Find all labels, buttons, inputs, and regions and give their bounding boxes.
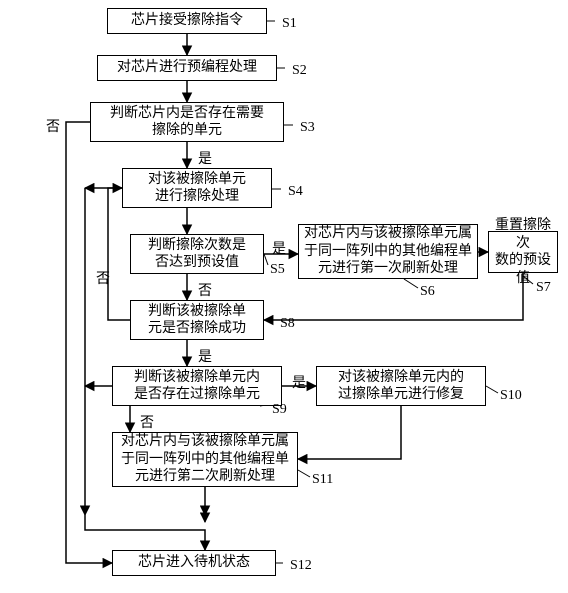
flow-node-s1: 芯片接受擦除指令 (107, 8, 267, 34)
edge-16 (85, 515, 205, 550)
node-text: 判断该被擦除单元是否擦除成功 (148, 303, 246, 338)
step-label-s3: S3 (300, 120, 315, 136)
branch-label-s8_yes: 是 (198, 346, 212, 366)
branch-label-s3_no: 否 (46, 116, 60, 136)
flow-node-s11: 对芯片内与该被擦除单元属于同一阵列中的其他编程单元进行第二次刷新处理 (112, 432, 298, 487)
flow-node-s7: 重置擦除次数的预设值 (488, 231, 558, 273)
branch-label-s8_no: 否 (96, 268, 110, 288)
flow-node-s6: 对芯片内与该被擦除单元属于同一阵列中的其他编程单元进行第一次刷新处理 (298, 224, 478, 279)
node-text: 对该被擦除单元内的过擦除单元进行修复 (338, 369, 464, 404)
node-text: 对该被擦除单元进行擦除处理 (148, 171, 246, 206)
step-label-s4: S4 (288, 184, 303, 200)
step-label-s1: S1 (282, 16, 297, 32)
node-text: 判断该被擦除单元内是否存在过擦除单元 (134, 369, 260, 404)
node-text: 判断芯片内是否存在需要擦除的单元 (110, 105, 264, 140)
branch-label-s5_yes: 是 (272, 238, 286, 258)
edge-13 (264, 273, 523, 320)
flow-node-s5: 判断擦除次数是否达到预设值 (130, 234, 264, 274)
flow-node-s3: 判断芯片内是否存在需要擦除的单元 (90, 102, 284, 142)
flow-node-s2: 对芯片进行预编程处理 (97, 55, 277, 81)
step-label-s2: S2 (292, 63, 307, 79)
node-text: 重置擦除次数的预设值 (493, 217, 553, 287)
flow-node-s8: 判断该被擦除单元是否擦除成功 (130, 300, 264, 340)
callout-4 (264, 254, 268, 265)
edge-9 (66, 122, 112, 563)
branch-label-s5_no: 否 (198, 280, 212, 300)
callout-5 (404, 279, 418, 288)
flow-node-s9: 判断该被擦除单元内是否存在过擦除单元 (112, 366, 282, 406)
step-label-s7: S7 (536, 280, 551, 296)
node-text: 判断擦除次数是否达到预设值 (148, 237, 246, 272)
step-label-s10: S10 (500, 388, 522, 404)
step-label-s9: S9 (272, 402, 287, 418)
flow-node-s4: 对该被擦除单元进行擦除处理 (122, 168, 272, 208)
callout-10 (298, 470, 310, 477)
callout-9 (486, 386, 498, 393)
node-text: 芯片接受擦除指令 (131, 12, 243, 30)
node-text: 对芯片内与该被擦除单元属于同一阵列中的其他编程单元进行第二次刷新处理 (121, 433, 289, 486)
step-label-s5: S5 (270, 262, 285, 278)
node-text: 芯片进入待机状态 (138, 554, 250, 572)
branch-label-s9_no: 否 (140, 412, 154, 432)
step-label-s6: S6 (420, 284, 435, 300)
step-label-s12: S12 (290, 558, 312, 574)
step-label-s8: S8 (280, 316, 295, 332)
step-label-s11: S11 (312, 472, 333, 488)
callout-7 (264, 320, 273, 321)
branch-label-s9_yes: 是 (292, 372, 306, 392)
node-text: 对芯片进行预编程处理 (117, 59, 257, 77)
flow-node-s12: 芯片进入待机状态 (112, 550, 276, 576)
flow-node-s10: 对该被擦除单元内的过擦除单元进行修复 (316, 366, 486, 406)
node-text: 对芯片内与该被擦除单元属于同一阵列中的其他编程单元进行第一次刷新处理 (304, 225, 472, 278)
edge-15 (298, 406, 401, 459)
branch-label-s3_yes: 是 (198, 148, 212, 168)
